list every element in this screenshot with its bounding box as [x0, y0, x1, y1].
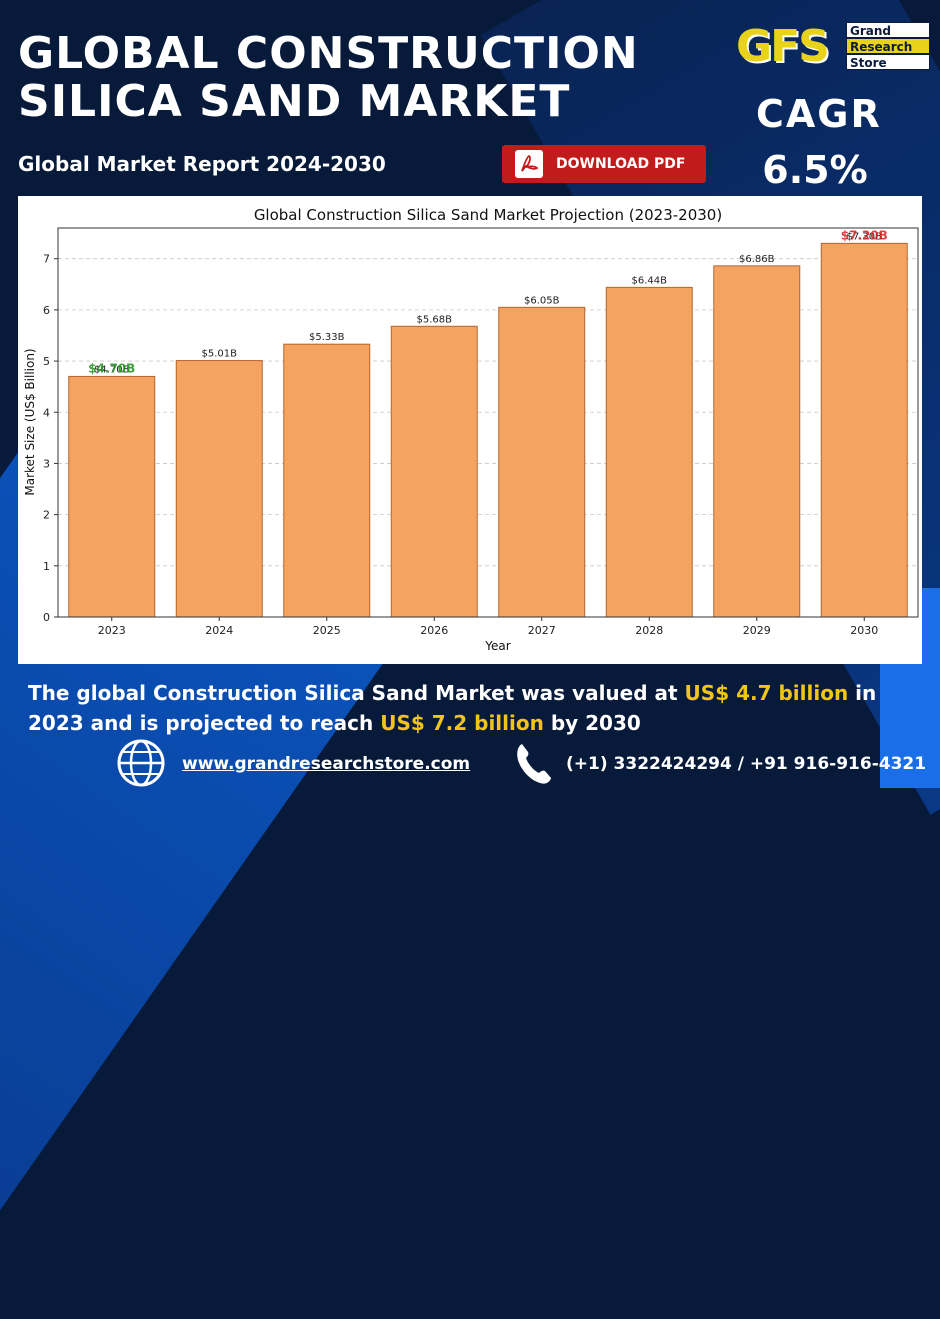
chart-y-axis-label: Market Size (US$ Billion) — [23, 348, 37, 495]
phone-number[interactable]: (+1) 3322424294 / +91 916-916-4321 — [566, 754, 927, 774]
brand-logo: GFS Grand Research Store — [736, 22, 932, 72]
footer: www.grandresearchstore.com (+1) 33224242… — [0, 738, 940, 788]
y-tick-label: 0 — [43, 611, 50, 624]
bar-2027 — [498, 306, 586, 618]
title-line-2: SILICA SAND MARKET — [18, 76, 571, 127]
summary-value-2030: US$ 7.2 billion — [380, 711, 544, 735]
title-line-1: GLOBAL CONSTRUCTION — [18, 28, 639, 79]
logo-text-box: Grand Research Store — [846, 22, 930, 70]
x-tick-label: 2023 — [98, 624, 126, 637]
x-tick-label: 2025 — [313, 624, 341, 637]
data-label-2025: $5.33B — [309, 332, 345, 343]
pdf-icon — [515, 150, 543, 178]
y-tick-label: 6 — [43, 304, 50, 317]
summary-text-3: by 2030 — [543, 711, 641, 735]
report-subtitle: Global Market Report 2024-2030 — [18, 152, 386, 176]
phone-icon — [517, 744, 551, 784]
bar-2028 — [605, 286, 693, 618]
highlight-label-2030: $7.20B — [841, 228, 888, 242]
y-tick-label: 3 — [43, 457, 50, 470]
website-link[interactable]: www.grandresearchstore.com — [182, 754, 471, 774]
chart-x-axis-label: Year — [484, 639, 510, 653]
y-tick-label: 7 — [43, 253, 50, 266]
bar-2029 — [713, 265, 801, 618]
highlight-label-2023: $4.70B — [88, 361, 135, 375]
summary-value-2023: US$ 4.7 billion — [684, 681, 849, 705]
y-tick-label: 5 — [43, 355, 50, 368]
bar-chart: Global Construction Silica Sand Market P… — [23, 206, 919, 653]
data-label-2023: $4.70B — [94, 364, 130, 375]
y-tick-label: 2 — [43, 509, 50, 522]
bar-2030 — [820, 242, 908, 618]
chart-panel: Global Construction Silica Sand Market P… — [18, 196, 922, 664]
x-tick-label: 2027 — [528, 624, 556, 637]
summary-text-1: The global Construction Silica Sand Mark… — [28, 681, 685, 705]
download-pdf-button[interactable]: DOWNLOAD PDF — [502, 145, 706, 183]
x-tick-label: 2030 — [850, 624, 878, 637]
data-label-2027: $6.05B — [524, 295, 560, 306]
logo-line-2: Research — [846, 38, 930, 54]
bar-2024 — [175, 360, 263, 618]
data-label-2029: $6.86B — [739, 254, 775, 265]
data-label-2030: $7.30B — [847, 231, 883, 242]
x-tick-label: 2026 — [420, 624, 448, 637]
chart-title: Global Construction Silica Sand Market P… — [254, 206, 722, 224]
cagr-label: CAGR — [756, 92, 882, 136]
x-tick-label: 2029 — [743, 624, 771, 637]
y-tick-label: 1 — [43, 560, 50, 573]
y-tick-label: 4 — [43, 406, 50, 419]
logo-mark: GFS — [736, 21, 830, 72]
x-tick-label: 2028 — [635, 624, 663, 637]
logo-line-1: Grand — [846, 22, 930, 38]
data-label-2028: $6.44B — [632, 275, 668, 286]
summary-text-2: in 2023 and is projected to reach — [28, 681, 877, 735]
cagr-value: 6.5% — [762, 148, 868, 192]
plot-frame — [57, 227, 919, 618]
page-title: GLOBAL CONSTRUCTION SILICA SAND MARKET — [18, 30, 639, 126]
data-label-2024: $5.01B — [202, 349, 238, 360]
download-pdf-label: DOWNLOAD PDF — [556, 156, 686, 172]
bar-2023 — [68, 375, 156, 618]
logo-line-3: Store — [846, 54, 930, 70]
bar-2025 — [283, 343, 371, 618]
x-tick-label: 2024 — [205, 624, 233, 637]
globe-icon — [117, 739, 165, 787]
market-summary: The global Construction Silica Sand Mark… — [28, 678, 918, 738]
data-label-2026: $5.68B — [417, 314, 453, 325]
bar-2026 — [390, 325, 478, 618]
